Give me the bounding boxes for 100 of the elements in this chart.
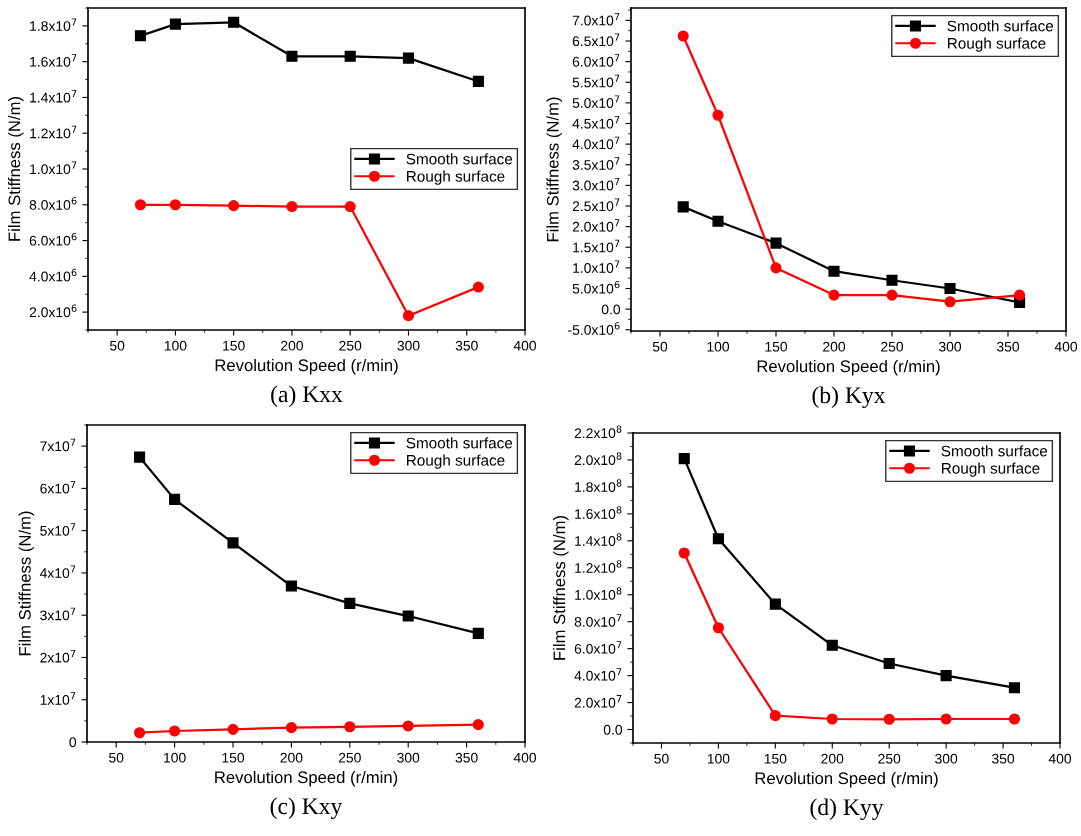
y-tick-label: 2.0x10$^{7}$: [574, 695, 622, 708]
point: [134, 451, 146, 463]
x-axis-title: Revolution Speed (r/min): [215, 770, 398, 787]
point: [677, 30, 689, 42]
point: [940, 713, 952, 725]
point: [1008, 682, 1021, 694]
y-tick-label: 1.8x10$^{7}$: [30, 18, 77, 31]
y-axis-title: Film Stiffness (N/m): [8, 97, 24, 241]
point: [134, 30, 146, 42]
point: [828, 289, 840, 301]
point: [169, 493, 181, 505]
point: [940, 670, 952, 682]
point: [1014, 289, 1026, 301]
text: (b) Kyx: [812, 386, 886, 409]
point: [886, 274, 898, 286]
x-tick-label: 250: [339, 340, 362, 351]
point: [472, 627, 484, 639]
point: [285, 722, 297, 734]
text: (d) Kyy: [810, 798, 884, 821]
y-tick-label: 3.0x10$^{7}$: [572, 177, 620, 191]
x-tick-label: 350: [996, 341, 1020, 352]
point: [712, 109, 724, 121]
y-tick-label: 1.0x10$^{7}$: [30, 161, 77, 175]
point: [826, 639, 838, 651]
point: [402, 310, 415, 322]
y-tick-label: 6x10$^{7}$: [40, 480, 76, 494]
point: [227, 723, 239, 735]
y-tick-label: 5.0x10$^{6}$: [572, 280, 620, 294]
legend-label: Rough surface: [942, 462, 1040, 477]
x-tick-label: 50: [652, 341, 668, 352]
x-tick-label: 100: [707, 341, 730, 352]
y-tick-label: 4.0x10$^{6}$: [29, 268, 77, 282]
x-tick-label: 250: [338, 752, 361, 763]
y-tick-label: 0: [69, 737, 77, 748]
point: [402, 52, 415, 64]
y-tick-label: 2.0x10$^{7}$: [572, 219, 620, 232]
y-axis-title: Film Stiffness (N/m): [18, 511, 35, 656]
x-tick-label: 100: [164, 752, 186, 763]
point: [472, 75, 484, 87]
point: [770, 262, 782, 274]
point: [169, 199, 181, 211]
x-tick-label: 400: [1054, 341, 1078, 352]
y-tick-label: 1x10$^{7}$: [40, 692, 76, 705]
x-tick-label: 400: [513, 752, 537, 763]
point: [286, 201, 298, 213]
x-tick-label: 300: [397, 752, 420, 763]
y-tick-label: 6.0x10$^{6}$: [29, 232, 77, 246]
y-tick-label: 1.2x10$^{7}$: [30, 125, 77, 139]
legend-label: Rough surface: [407, 170, 505, 185]
point: [228, 16, 240, 28]
x-tick-label: 150: [223, 340, 245, 351]
point: [472, 281, 484, 293]
point: [826, 713, 838, 725]
x-axis-title: Revolution Speed (r/min): [757, 359, 940, 376]
point: [883, 657, 895, 670]
point: [770, 237, 782, 249]
legend-label: Rough surface: [948, 37, 1046, 52]
y-tick-label: 3.5x10$^{7}$: [572, 157, 620, 170]
y-tick-label: 0.0: [603, 724, 623, 735]
x-tick-label: 200: [823, 341, 846, 352]
y-tick-label: 2.2x10$^{8}$: [574, 425, 622, 439]
x-tick-label: 200: [281, 340, 303, 351]
point: [769, 598, 781, 610]
y-tick-label: 6.0x10$^{7}$: [572, 54, 620, 67]
y-tick-label: 4.5x10$^{7}$: [572, 116, 620, 129]
point: [344, 721, 356, 733]
point: [678, 547, 690, 559]
y-tick-label: 1.6x10$^{7}$: [30, 54, 77, 67]
x-tick-label: 400: [513, 340, 537, 351]
point: [134, 727, 146, 739]
y-tick-label: 2.0x10$^{8}$: [574, 452, 622, 466]
y-tick-label: 5.0x10$^{7}$: [572, 95, 620, 108]
y-tick-label: 6.5x10$^{7}$: [572, 33, 620, 47]
x-tick-label: 200: [821, 753, 844, 764]
y-tick-label: 6.0x10$^{7}$: [574, 641, 622, 654]
y-tick-label: 1.0x10$^{7}$: [573, 260, 620, 273]
point: [285, 580, 297, 592]
point: [169, 725, 181, 737]
text: (c) Kxy: [270, 797, 343, 820]
y-tick-label: -5.0x10$^{6}$: [568, 322, 620, 335]
y-tick-label: 1.0x10$^{8}$: [575, 587, 622, 600]
point: [883, 713, 895, 725]
y-tick-label: 4.0x10$^{7}$: [572, 136, 620, 150]
x-tick-label: 150: [222, 752, 245, 763]
y-tick-label: 2.5x10$^{7}$: [572, 198, 620, 212]
x-tick-label: 300: [397, 340, 420, 351]
x-tick-label: 50: [109, 752, 124, 763]
point: [472, 719, 484, 731]
y-tick-label: 4.0x10$^{7}$: [574, 668, 622, 681]
point: [886, 289, 898, 301]
x-tick-label: 150: [764, 753, 787, 764]
y-tick-label: 1.8x10$^{8}$: [575, 479, 622, 492]
legend-label: Rough surface: [407, 454, 505, 469]
point: [134, 199, 146, 211]
y-tick-label: 7x10$^{7}$: [40, 438, 76, 452]
text: (a) Kxx: [271, 385, 343, 407]
y-tick-label: 7.0x10$^{7}$: [572, 12, 620, 26]
x-tick-label: 350: [455, 340, 478, 351]
y-tick-label: 0.0: [601, 304, 621, 315]
y-tick-label: 4x10$^{7}$: [39, 565, 76, 579]
